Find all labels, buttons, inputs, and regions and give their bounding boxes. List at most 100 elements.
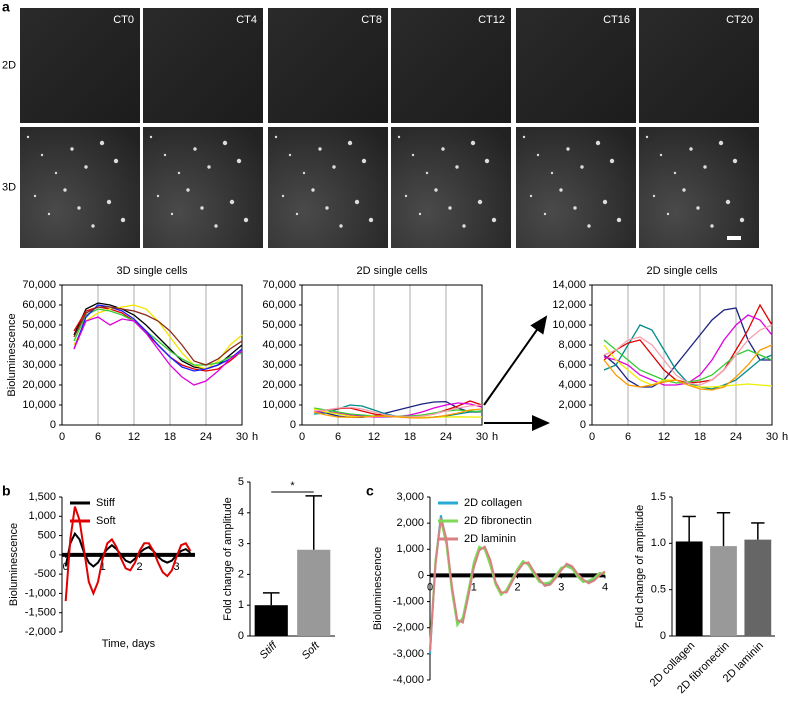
cell-spot: [63, 188, 67, 192]
cell-spot: [163, 153, 167, 157]
x-tick-label: 6: [95, 431, 101, 443]
series-line: [73, 316, 243, 386]
cell-spot: [318, 147, 322, 151]
cell-spot: [573, 206, 577, 210]
series-line: [313, 408, 483, 419]
cell-spot: [470, 140, 476, 146]
y-tick-label: 40,000: [262, 339, 296, 351]
cell-spot: [302, 171, 306, 175]
y-tick-label: 40,000: [22, 339, 56, 351]
micrograph: [639, 127, 759, 248]
cell-spot: [602, 199, 608, 205]
y-tick-label: -1,000: [25, 587, 56, 599]
y-axis-label: Bioluminescence: [8, 523, 20, 606]
x-tick-label: 0: [427, 581, 433, 593]
y-tick-label: -2,000: [25, 626, 56, 638]
y-tick-label: 70,000: [262, 279, 296, 291]
micrograph: [143, 8, 263, 123]
series-line: [429, 517, 606, 652]
cell-spot: [70, 147, 74, 151]
x-tick-label: 4: [602, 581, 608, 593]
micrograph: [268, 8, 388, 123]
cell-spot: [243, 217, 249, 223]
cell-spot: [477, 199, 483, 205]
cell-spot: [666, 212, 670, 216]
plot-frame: [301, 284, 483, 426]
y-tick-label: -4,000: [393, 674, 424, 686]
y-tick-label: 0: [418, 569, 424, 581]
cell-spot: [580, 165, 584, 169]
cell-spot: [462, 224, 466, 228]
cell-spot: [91, 224, 95, 228]
x-tick-label: 3: [173, 561, 179, 573]
y-tick-label: 60,000: [262, 299, 296, 311]
cell-spot: [325, 206, 329, 210]
cell-spot: [529, 194, 533, 198]
y-tick-label: 30,000: [22, 359, 56, 371]
y-tick-label: 6,000: [558, 359, 586, 371]
plot-frame: [61, 284, 243, 426]
x-tick-label: 30: [766, 431, 778, 443]
cell-spot: [566, 147, 570, 151]
y-tick-label: -3,000: [393, 648, 424, 660]
legend-label: Stiff: [96, 497, 116, 509]
y-tick-label: 4,000: [558, 379, 586, 391]
micrograph: [268, 127, 388, 248]
y-tick-label: 30,000: [262, 359, 296, 371]
x-tick-label: 18: [404, 431, 416, 443]
y-tick-label: 1.5: [651, 491, 666, 503]
y-tick-label: 3: [238, 538, 244, 550]
y-tick-label: -500: [34, 568, 56, 580]
x-tick-label: Soft: [300, 639, 323, 662]
cell-spot: [170, 212, 174, 216]
x-tick-label: 18: [164, 431, 176, 443]
x-tick-label: 30: [236, 431, 248, 443]
cell-spot: [522, 135, 526, 139]
cell-spot: [397, 135, 401, 139]
cell-spot: [54, 171, 58, 175]
series-line: [64, 506, 192, 602]
x-tick-label: 30: [476, 431, 488, 443]
cell-spot: [177, 171, 181, 175]
cell-spot: [274, 135, 278, 139]
y-tick-label: 0: [50, 549, 56, 561]
micrograph: [516, 127, 636, 248]
series-line: [603, 324, 773, 386]
cell-spot: [718, 140, 724, 146]
panel-label: c: [366, 483, 374, 499]
cell-spot: [441, 147, 445, 151]
cell-spot: [281, 194, 285, 198]
x-tick-label: 1: [471, 581, 477, 593]
series-line: [73, 306, 243, 366]
cell-spot: [26, 135, 30, 139]
y-tick-label: 50,000: [262, 319, 296, 331]
y-tick-label: -2,000: [393, 622, 424, 634]
series-line: [73, 308, 243, 366]
time-label: CT4: [236, 14, 257, 26]
micrograph: [516, 8, 636, 123]
x-tick-label: 0: [589, 431, 595, 443]
series-line: [313, 407, 483, 418]
y-tick-label: 1,000: [396, 543, 424, 555]
cell-spot: [288, 153, 292, 157]
x-tick-label: 24: [200, 431, 212, 443]
y-tick-label: 3,000: [396, 491, 424, 503]
cell-spot: [536, 153, 540, 157]
row-label: 3D: [2, 181, 16, 193]
legend-label: 2D fibronectin: [464, 515, 532, 527]
chart-title: 2D single cells: [647, 265, 718, 277]
y-tick-label: 10,000: [552, 319, 586, 331]
micrograph: [391, 8, 511, 123]
y-tick-label: 0: [290, 419, 296, 431]
cell-spot: [99, 140, 105, 146]
cell-spot: [347, 140, 353, 146]
x-axis-label: h: [782, 431, 788, 443]
cell-spot: [659, 153, 663, 157]
plot-frame: [591, 284, 773, 426]
cell-spot: [696, 206, 700, 210]
bar: [710, 546, 737, 636]
y-tick-label: 20,000: [262, 379, 296, 391]
y-tick-label: 20,000: [22, 379, 56, 391]
y-tick-label: 10,000: [262, 399, 296, 411]
